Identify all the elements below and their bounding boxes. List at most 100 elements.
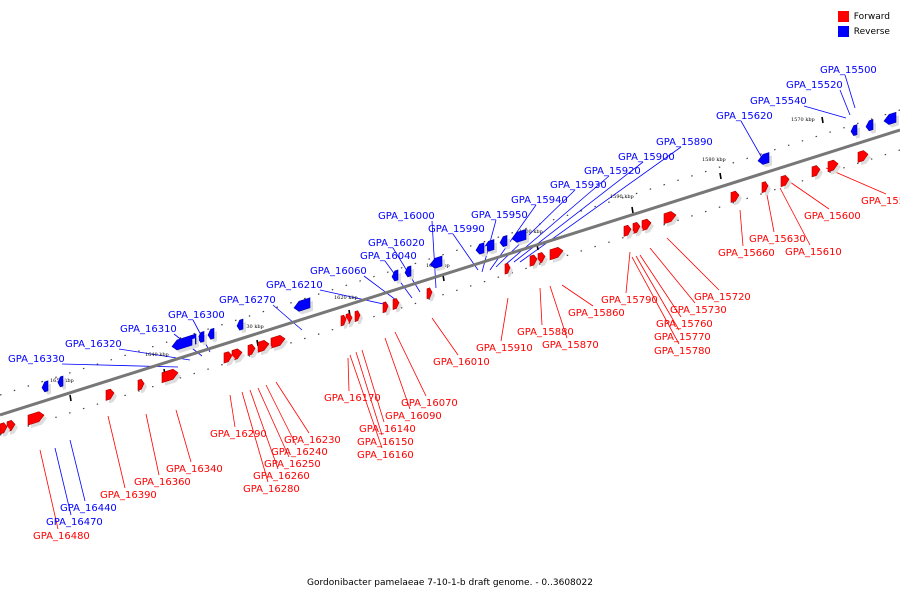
- gene-label-gpa_16300: GPA_16300: [168, 310, 225, 321]
- legend-forward-swatch: [837, 11, 849, 22]
- gene-label-gpa_15920: GPA_15920: [584, 166, 641, 177]
- forward-gene-arrow-13: [504, 262, 513, 278]
- forward-gene-arrow-23: [231, 348, 245, 364]
- gene-label-gpa_16390: GPA_16390: [100, 490, 157, 501]
- reverse-gene-arrow-11-body: [293, 297, 311, 312]
- gene-label-gpa_16210: GPA_16210: [266, 280, 323, 291]
- forward-gene-arrow-5-body: [730, 190, 740, 203]
- gene-label-gpa_16230: GPA_16230: [284, 435, 341, 446]
- forward-gene-arrow-21-body: [257, 340, 270, 353]
- legend-reverse-swatch: [837, 26, 849, 37]
- kbp-tick-mark: [719, 172, 722, 180]
- forward-gene-arrow-13-body: [504, 262, 511, 275]
- gene-label-gpa_15520: GPA_15520: [786, 80, 843, 91]
- reverse-gene-arrow-8: [429, 255, 445, 272]
- reverse-gene-arrow-16: [171, 334, 195, 353]
- reverse-gene-arrow-14: [197, 330, 207, 346]
- reverse-gene-arrow-18: [41, 380, 51, 395]
- leader-line-gpa_16390: [107, 415, 126, 489]
- forward-gene-arrow-14: [426, 287, 435, 302]
- leader-line-gpa_15600: [789, 181, 830, 210]
- gene-label-gpa_16480: GPA_16480: [33, 531, 90, 542]
- gene-label-gpa_15890: GPA_15890: [656, 137, 713, 148]
- leader-line-gpa_16150: [355, 351, 383, 436]
- gene-label-gpa_15630: GPA_15630: [749, 234, 806, 245]
- leader-line-gpa_16140: [361, 349, 385, 423]
- gene-label-gpa_16020: GPA_16020: [368, 238, 425, 249]
- gene-label-gpa_16320: GPA_16320: [65, 339, 122, 350]
- genome-backbone: [0, 128, 900, 417]
- leader-line-gpa_15540: [803, 105, 847, 119]
- leader-line-gpa_16290: [229, 394, 236, 428]
- leader-line-gpa_16330: [61, 363, 179, 368]
- reverse-gene-arrow-0: [883, 111, 899, 128]
- gene-label-gpa_16340: GPA_16340: [166, 464, 223, 475]
- reverse-gene-arrow-17-shadow: [61, 379, 66, 390]
- reverse-gene-arrow-1: [865, 119, 876, 134]
- reverse-gene-arrow-11: [293, 297, 313, 315]
- forward-gene-arrow-9-body: [623, 224, 632, 237]
- forward-gene-arrow-4: [761, 181, 771, 196]
- forward-gene-arrow-28: [27, 411, 47, 429]
- forward-gene-arrow-19: [340, 314, 349, 330]
- reverse-gene-arrow-5-body: [499, 235, 508, 248]
- reverse-gene-arrow-3-body: [757, 152, 770, 165]
- leader-line-gpa_15720: [666, 237, 720, 291]
- forward-gene-arrow-10: [549, 246, 566, 263]
- gene-label-gpa_15950: GPA_15950: [471, 210, 528, 221]
- forward-gene-arrow-4-body: [761, 181, 769, 194]
- gene-label-gpa_15610: GPA_15610: [785, 247, 842, 258]
- forward-gene-arrow-26-body: [137, 378, 145, 391]
- kbp-tick-mark: [69, 394, 72, 402]
- reverse-gene-arrow-3: [757, 152, 772, 168]
- gene-label-gpa_15500: GPA_15500: [820, 65, 877, 76]
- forward-gene-arrow-16-body: [382, 301, 389, 314]
- leader-line-gpa_15870: [549, 285, 568, 339]
- gene-label-gpa_15620: GPA_15620: [716, 111, 773, 122]
- forward-gene-arrow-12: [529, 254, 540, 270]
- forward-gene-arrow-17: [354, 310, 363, 325]
- reverse-gene-arrow-2-body: [850, 124, 858, 137]
- leader-line-gpa_16170: [347, 357, 350, 392]
- reverse-gene-arrow-12: [236, 318, 246, 334]
- leader-line-gpa_16160: [349, 354, 383, 449]
- leader-line-gpa_16270: [272, 304, 303, 331]
- kbp-tick-label: 1620 kbp: [334, 295, 358, 301]
- forward-gene-arrow-14-body: [426, 287, 433, 300]
- forward-gene-arrow-7: [641, 218, 654, 234]
- leader-line-gpa_15880: [539, 287, 543, 326]
- forward-gene-arrow-3: [780, 174, 792, 190]
- forward-gene-arrow-27-body: [105, 388, 115, 401]
- forward-gene-arrow-24-body: [223, 351, 233, 364]
- gene-label-gpa_15660: GPA_15660: [718, 248, 775, 259]
- gene-label-gpa_16330: GPA_16330: [8, 354, 65, 365]
- reverse-gene-arrow-17-body: [57, 375, 64, 388]
- forward-gene-arrow-1: [827, 159, 841, 175]
- leader-line-gpa_16360: [145, 413, 160, 476]
- forward-gene-arrow-1-body: [827, 159, 839, 173]
- kbp-tick-label: 1580 kbp: [702, 157, 726, 163]
- leader-line-gpa_15630: [766, 194, 775, 233]
- gene-label-gpa_16240: GPA_16240: [271, 447, 328, 458]
- reverse-gene-arrow-5: [499, 235, 510, 250]
- gene-label-gpa_15730: GPA_15730: [670, 305, 727, 316]
- forward-gene-arrow-22-body: [247, 343, 256, 356]
- reverse-gene-arrow-4-body: [511, 229, 527, 243]
- gene-label-gpa_15870: GPA_15870: [542, 340, 599, 351]
- reverse-gene-arrow-7-body: [475, 242, 485, 255]
- forward-gene-arrow-12-body: [529, 254, 538, 267]
- reverse-gene-arrow-4: [511, 229, 529, 246]
- kbp-tick-mark: [821, 116, 824, 124]
- kbp-tick-label: 1570 kbp: [791, 117, 815, 123]
- leader-line-gpa_15730: [649, 247, 696, 304]
- leader-line-gpa_16090: [384, 337, 411, 410]
- gene-labels: GPA_15500 GPA_15520 GPA_15540 GPA_15620 GPA_…: [8, 65, 900, 542]
- reverse-gene-arrow-12-body: [236, 318, 244, 331]
- leader-line-gpa_15770: [635, 255, 680, 331]
- kbp-tick-mark: [631, 206, 634, 214]
- forward-gene-arrow-5: [730, 190, 742, 206]
- leader-line-gpa_15520: [839, 89, 851, 116]
- reverse-gene-arrow-18-body: [41, 380, 49, 393]
- forward-gene-arrow-6: [663, 211, 679, 227]
- gene-label-gpa_16470: GPA_16470: [46, 517, 103, 528]
